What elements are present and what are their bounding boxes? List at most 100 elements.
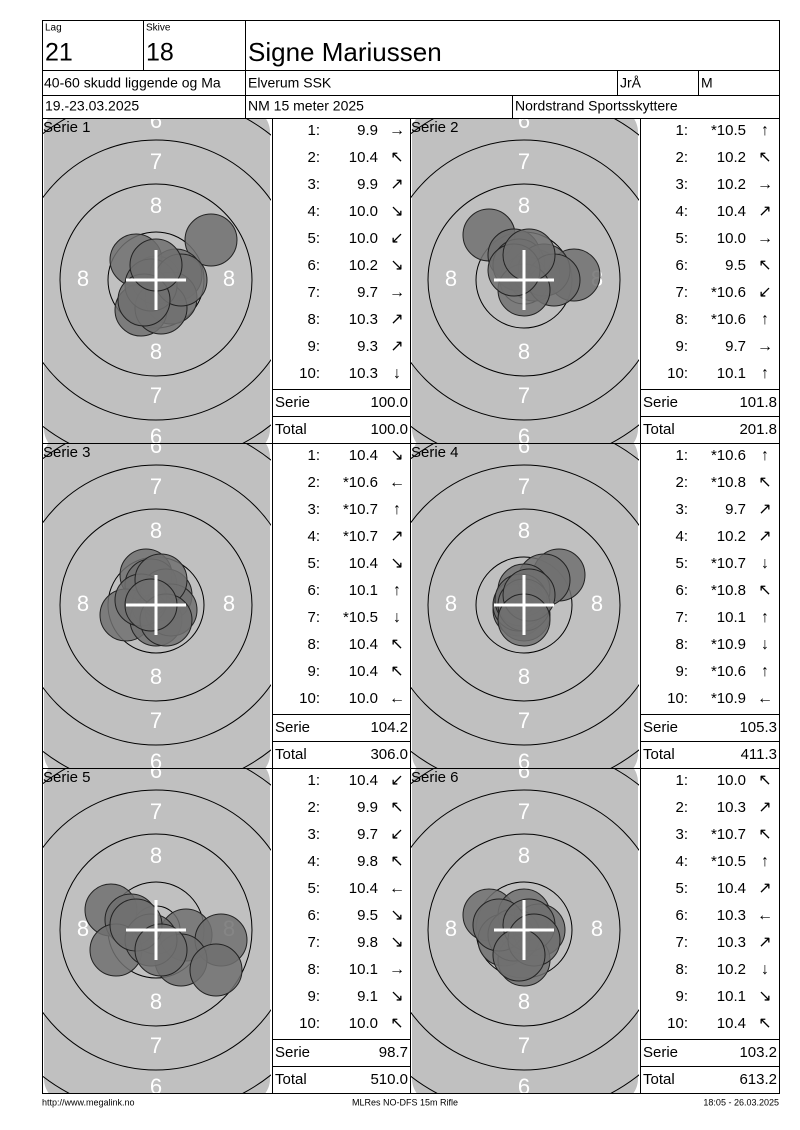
shot-number: 5: [307, 230, 320, 247]
shot-number: 6: [675, 257, 688, 274]
shot-direction: ↖ [758, 826, 771, 843]
shot-hole [189, 943, 243, 997]
serie-label: Serie [275, 1044, 310, 1061]
shot-number: 10: [299, 365, 320, 382]
ring-label: 8 [223, 591, 235, 616]
shot-score: 10.4 [349, 636, 378, 653]
ring-label: 8 [518, 339, 530, 364]
total: 613.2 [739, 1071, 777, 1088]
shot-score: 9.9 [357, 122, 378, 139]
ring-label: 8 [150, 843, 162, 868]
shot-score: 9.5 [725, 257, 746, 274]
shot-number: 5: [675, 230, 688, 247]
shot-direction: ← [389, 474, 405, 491]
ring-label: 8 [518, 193, 530, 218]
shot-score: 10.2 [717, 961, 746, 978]
serie-label: Serie [643, 394, 678, 411]
shot-score: 10.4 [349, 663, 378, 680]
ring-label: 6 [518, 749, 530, 774]
shot-number: 4: [675, 853, 688, 870]
shot-direction: ↑ [761, 609, 769, 626]
serie-label: Serie [275, 394, 310, 411]
ring-label: 8 [77, 591, 89, 616]
serie-title: Serie 1 [43, 119, 91, 136]
serie-sum: 105.3 [739, 719, 777, 736]
ring-label: 7 [150, 708, 162, 733]
shot-direction: ← [757, 690, 773, 707]
shot-score: *10.9 [711, 636, 746, 653]
shot-direction: ↙ [390, 230, 403, 247]
shot-score: *10.8 [711, 582, 746, 599]
shot-score: 10.1 [349, 582, 378, 599]
shot-direction: → [757, 338, 773, 355]
ring-label: 6 [518, 433, 530, 458]
ring-label: 8 [150, 989, 162, 1014]
serie-sum: 103.2 [739, 1044, 777, 1061]
shot-direction: ↑ [393, 582, 401, 599]
serie-sum: 101.8 [739, 394, 777, 411]
shot-score: *10.5 [343, 609, 378, 626]
ring-label: 8 [223, 266, 235, 291]
shot-number: 4: [675, 528, 688, 545]
shot-direction: ↓ [761, 636, 769, 653]
shot-direction: ↑ [761, 447, 769, 464]
shot-score: 10.2 [717, 176, 746, 193]
ring [43, 139, 271, 421]
shot-direction: ↗ [390, 311, 403, 328]
shot-score: *10.9 [711, 690, 746, 707]
ring [59, 508, 253, 702]
shot-direction: ↖ [758, 772, 771, 789]
shot-number: 8: [675, 961, 688, 978]
shot-score: 10.4 [349, 555, 378, 572]
shot-score: 10.3 [349, 311, 378, 328]
ring [411, 789, 639, 1071]
shot-number: 6: [307, 907, 320, 924]
serie-sum: 104.2 [370, 719, 408, 736]
shot-direction: ↑ [393, 501, 401, 518]
shot-direction: ↗ [390, 176, 403, 193]
total-label: Total [275, 1071, 307, 1088]
ring [43, 464, 271, 746]
shot-score: 10.3 [717, 934, 746, 951]
shot-score: *10.8 [711, 474, 746, 491]
shot-direction: ← [389, 880, 405, 897]
ring-label: 8 [150, 518, 162, 543]
shot-number: 1: [307, 772, 320, 789]
shot-score: 10.4 [349, 447, 378, 464]
shot-direction: ← [757, 907, 773, 924]
ring-label: 8 [150, 193, 162, 218]
shot-number: 3: [307, 826, 320, 843]
total-label: Total [643, 1071, 675, 1088]
ring-label: 8 [445, 266, 457, 291]
shot-score: 9.7 [357, 826, 378, 843]
shot-score: 9.7 [725, 501, 746, 518]
shot-number: 4: [307, 203, 320, 220]
shot-number: 8: [307, 636, 320, 653]
ring-label: 8 [518, 518, 530, 543]
shot-direction: ↗ [758, 934, 771, 951]
shot-score: 9.9 [357, 176, 378, 193]
shot-number: 7: [675, 284, 688, 301]
ring [427, 508, 621, 702]
total: 510.0 [370, 1071, 408, 1088]
shot-direction: ↓ [393, 609, 401, 626]
footer-url: http://www.megalink.no [42, 1097, 135, 1107]
class: JrÅ [620, 75, 642, 91]
shot-number: 9: [675, 338, 688, 355]
shot-number: 9: [675, 988, 688, 1005]
ring-label: 8 [77, 266, 89, 291]
shot-direction: ↖ [390, 853, 403, 870]
ring-label: 8 [518, 664, 530, 689]
ring-label: 7 [518, 708, 530, 733]
shot-score: *10.7 [711, 826, 746, 843]
shot-direction: → [389, 961, 405, 978]
shot-number: 4: [307, 528, 320, 545]
ring-label: 6 [518, 758, 530, 783]
ring-label: 8 [591, 591, 603, 616]
shot-hole [184, 213, 238, 267]
serie-title: Serie 3 [43, 444, 91, 461]
skive-label: Skive [146, 23, 171, 34]
shot-score: 10.4 [349, 149, 378, 166]
